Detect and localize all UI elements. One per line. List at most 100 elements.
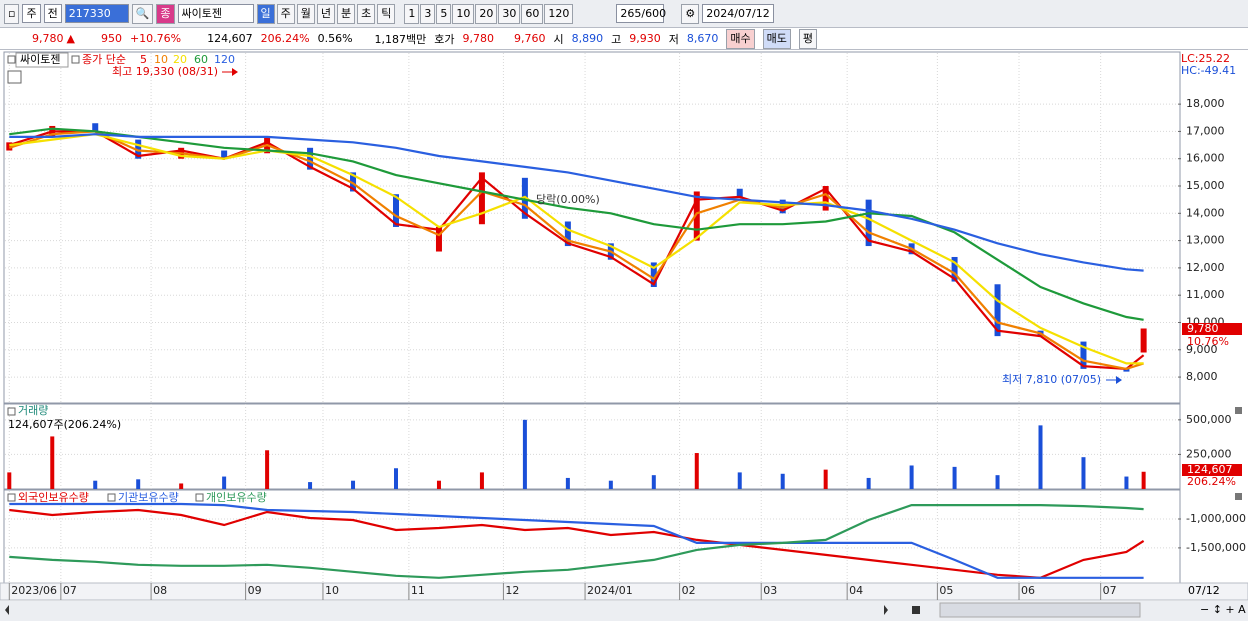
- interval[interactable]: 1: [404, 3, 420, 24]
- period[interactable]: 년: [316, 3, 336, 24]
- chart-title: 싸이토젠: [20, 53, 60, 66]
- bar: [995, 475, 1000, 489]
- bar: [1124, 476, 1129, 489]
- search[interactable]: 🔍: [131, 3, 154, 24]
- x-tick-label: 2024/01: [587, 584, 633, 597]
- icon: [7, 407, 16, 416]
- side-label: 124,607: [1187, 463, 1233, 476]
- x-tick-label: 03: [763, 584, 777, 597]
- line: [9, 502, 1144, 579]
- y-tick-label: 13,000: [1186, 234, 1225, 247]
- interval[interactable]: 3: [420, 3, 436, 24]
- period[interactable]: 주: [276, 3, 295, 24]
- low-label: 저: [668, 32, 679, 46]
- x-tick-label: 06: [1021, 584, 1035, 597]
- period[interactable]: 분: [337, 3, 356, 24]
- bar: [866, 477, 871, 489]
- bar: [179, 483, 184, 489]
- pane-button[interactable]: [1235, 493, 1242, 500]
- side-label: LC:25.22: [1181, 52, 1230, 65]
- scroll-right[interactable]: [884, 605, 888, 615]
- candle-body: [521, 177, 528, 219]
- legend-entry: 10: [154, 53, 168, 66]
- arrow: [1116, 376, 1122, 384]
- code-input[interactable]: 217330: [64, 4, 129, 23]
- candle-body: [994, 284, 1001, 337]
- side-label: 10.76%: [1187, 335, 1229, 348]
- candle-body: [350, 172, 357, 192]
- volume-ratio: 206.24%: [260, 32, 310, 45]
- arrow: ▲: [66, 32, 75, 45]
- scroll-left[interactable]: [5, 605, 9, 615]
- bar: [1081, 457, 1086, 489]
- scrollbar: [0, 601, 1248, 621]
- interval[interactable]: 5: [436, 3, 452, 24]
- interval[interactable]: 30: [498, 3, 521, 24]
- market[interactable]: 주: [22, 4, 41, 23]
- candle-body: [693, 191, 700, 241]
- interval[interactable]: 20: [475, 3, 498, 24]
- period[interactable]: 일: [256, 3, 275, 24]
- period[interactable]: 틱: [377, 3, 396, 24]
- candle-body: [435, 226, 442, 252]
- x-tick-label: 07: [1103, 584, 1117, 597]
- y-tick-label: 14,000: [1186, 206, 1225, 219]
- change: 950: [100, 32, 122, 45]
- candle-body: [1123, 368, 1130, 372]
- menu[interactable]: ▫: [4, 3, 20, 24]
- bar: [1038, 425, 1043, 489]
- avg-button[interactable]: 평: [798, 28, 818, 49]
- x-tick-label: 12: [505, 584, 519, 597]
- x-tick-label: 09: [248, 584, 262, 597]
- line: [9, 127, 1144, 321]
- y-tick-label: -1,000,000: [1186, 512, 1246, 525]
- bar: [308, 482, 313, 489]
- scroll-thumb[interactable]: [939, 602, 1141, 618]
- bar: [522, 419, 527, 489]
- legend-entry: 개인보유수량: [206, 491, 267, 504]
- quote-bar: 9,780 ▲ 950 +10.76% 124,607 206.24% 0.56…: [0, 28, 1248, 50]
- legend-icon: [195, 493, 204, 502]
- change-pct: +10.76%: [129, 32, 182, 45]
- intervals: 1 3 5 10 20 30 60 120: [404, 3, 574, 24]
- period[interactable]: 월: [296, 3, 315, 24]
- scope[interactable]: 전: [43, 4, 62, 23]
- price-pane: [3, 51, 1181, 404]
- sell-button[interactable]: 매도: [762, 28, 791, 49]
- period[interactable]: 초: [357, 3, 376, 24]
- last-date: 07/12: [1188, 584, 1220, 597]
- x-tick-label: 05: [939, 584, 953, 597]
- x-tick-label: 04: [849, 584, 863, 597]
- badge: 종: [156, 3, 175, 24]
- line: [9, 133, 1144, 365]
- date[interactable]: 2024/07/12: [702, 4, 774, 23]
- pane-button[interactable]: [1235, 407, 1242, 414]
- pane-title: 거래량: [18, 404, 48, 417]
- candle-body: [564, 221, 571, 247]
- stop-button[interactable]: [912, 606, 920, 614]
- legend-entry: 20: [173, 53, 187, 66]
- buy-button[interactable]: 매수: [726, 28, 755, 49]
- high-label: 고: [611, 32, 622, 46]
- ask: 9,780: [462, 32, 495, 45]
- zoom-controls[interactable]: − ↕ + A: [1200, 603, 1246, 616]
- price-box: [1182, 323, 1242, 335]
- high: 9,930: [629, 32, 661, 45]
- interval[interactable]: 10: [452, 3, 475, 24]
- interval[interactable]: 120: [544, 3, 574, 24]
- bar: [608, 480, 613, 489]
- bar: [909, 465, 914, 489]
- line: [9, 504, 1144, 579]
- candle-body: [779, 199, 786, 214]
- line: [8, 130, 1145, 371]
- arrow: [232, 68, 238, 76]
- interval[interactable]: 60: [521, 3, 544, 24]
- candle-body: [307, 147, 314, 170]
- side-label: 9,780: [1187, 322, 1219, 335]
- y-tick-label: 17,000: [1186, 124, 1225, 137]
- bar: [780, 473, 785, 489]
- candle-body: [393, 194, 399, 227]
- tool[interactable]: ⚙: [681, 3, 700, 24]
